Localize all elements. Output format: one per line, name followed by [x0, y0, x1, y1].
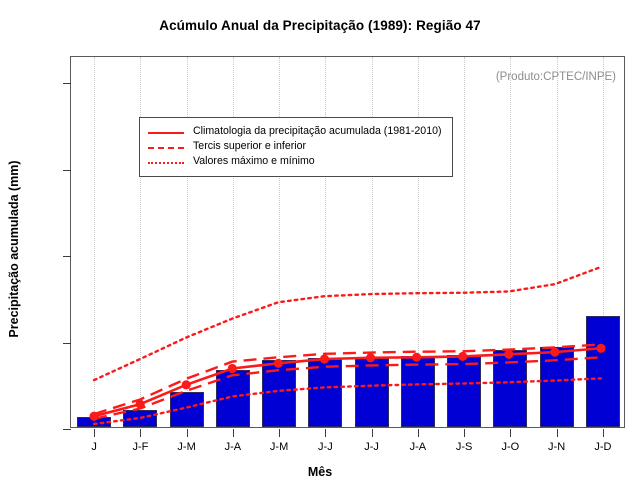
bar [169, 392, 204, 427]
x-axis-tick [464, 429, 466, 437]
gridline-vertical [94, 57, 96, 427]
x-axis-title: Mês [307, 465, 333, 479]
gridline-vertical [325, 57, 327, 427]
x-axis-tick [417, 429, 419, 437]
bar [493, 350, 528, 427]
gridline-vertical [602, 57, 605, 427]
bar [262, 360, 297, 427]
gridline-vertical [279, 57, 281, 427]
plot-inner [71, 57, 624, 427]
bar [585, 316, 620, 427]
chart-legend: Climatologia da precipitação acumulada (… [139, 117, 453, 177]
bar [539, 347, 574, 427]
gridline-vertical [140, 57, 142, 427]
gridline-vertical [510, 57, 512, 427]
gridline-vertical [417, 57, 420, 427]
x-axis-tick [602, 429, 604, 437]
x-axis-tick-label: J-M [269, 441, 289, 453]
x-axis-tick [232, 429, 234, 437]
x-axis-tick-label: J-J [318, 441, 333, 453]
legend-label-extremos: Valores máximo e mínimo [193, 155, 315, 167]
bar [400, 355, 435, 427]
legend-label-climatology: Climatologia da precipitação acumulada (… [193, 125, 442, 137]
legend-item-extremos: Valores máximo e mínimo [148, 154, 442, 169]
x-axis-tick [510, 429, 512, 437]
bar [447, 355, 482, 427]
x-axis-tick [371, 429, 373, 437]
y-axis-title: Precipitação acumulada (mm) [7, 160, 21, 338]
x-axis-tick [325, 429, 327, 437]
legend-line-dashed-icon [148, 141, 184, 153]
y-axis-tick [63, 169, 71, 171]
legend-line-dotted-icon [148, 156, 184, 168]
x-axis-tick-label: J-F [132, 441, 149, 453]
y-axis-tick [63, 83, 71, 84]
x-axis-tick-label: J [91, 441, 97, 453]
gridline-vertical [232, 57, 235, 427]
x-axis-tick [279, 429, 281, 437]
x-axis-tick-label: J-D [594, 441, 612, 453]
x-axis-tick-label: J-S [455, 441, 473, 453]
bar [77, 417, 112, 427]
x-axis-tick [556, 429, 558, 437]
y-axis-tick [63, 429, 71, 430]
x-axis-tick-label: J-M [177, 441, 196, 453]
y-axis-tick [63, 256, 71, 257]
legend-item-tercis: Tercis superior e inferior [148, 139, 442, 154]
bar [354, 356, 389, 427]
chart-title: Acúmulo Anual da Precipitação (1989): Re… [159, 18, 481, 33]
x-axis-tick-label: J-J [364, 441, 379, 453]
product-annotation: (Produto:CPTEC/INPE) [495, 71, 616, 83]
y-axis-tick [63, 342, 71, 344]
gridline-vertical [464, 57, 466, 427]
legend-line-solid-icon [148, 126, 184, 138]
bar [123, 410, 158, 427]
x-axis-tick-label: J-A [409, 441, 427, 453]
bar [308, 357, 343, 427]
gridline-vertical [556, 57, 559, 427]
legend-item-climatology: Climatologia da precipitação acumulada (… [148, 124, 442, 139]
x-axis-tick [140, 429, 142, 437]
x-axis-tick-label: J-O [501, 441, 520, 453]
bar [215, 369, 250, 427]
gridline-vertical [186, 57, 189, 427]
gridline-vertical [371, 57, 374, 427]
plot-area: 01000200030004000 JJ-FJ-MJ-AJ-MJ-JJ-JJ-A… [63, 56, 625, 453]
x-axis-tick [186, 429, 188, 437]
x-axis-tick-label: J-N [548, 441, 566, 453]
x-axis-tick [94, 429, 96, 437]
legend-label-tercis: Tercis superior e inferior [193, 140, 307, 152]
x-axis-tick-label: J-A [224, 441, 242, 453]
